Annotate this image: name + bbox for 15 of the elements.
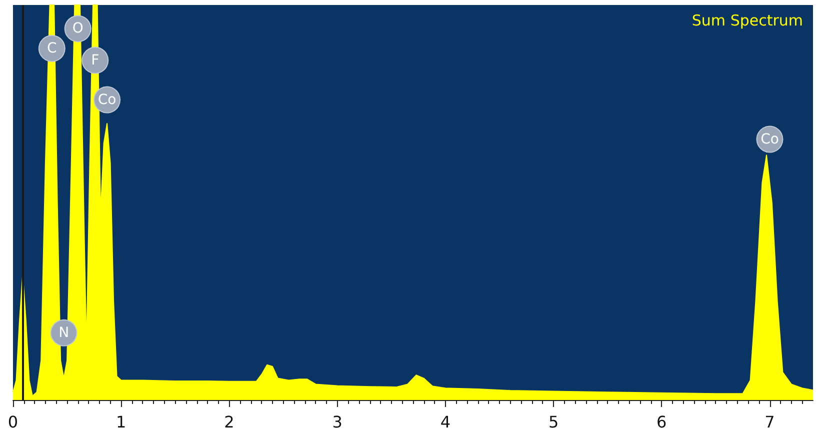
x-tick-label: 4 — [440, 412, 451, 432]
x-tick-label: 5 — [548, 412, 559, 432]
annotation: Co — [760, 131, 779, 148]
annotation: O — [72, 20, 84, 37]
text: Sum Spectrum — [692, 12, 803, 30]
x-tick-label: 6 — [656, 412, 667, 432]
x-tick-label: 3 — [332, 412, 342, 432]
x-tick-label: 2 — [224, 412, 234, 432]
x-tick-label: 1 — [116, 412, 126, 432]
x-tick-label: 7 — [764, 412, 775, 432]
x-tick-label: 0 — [8, 412, 18, 432]
annotation: N — [58, 324, 70, 341]
annotation: C — [47, 40, 58, 56]
annotation: F — [91, 52, 100, 68]
annotation: Co — [98, 92, 116, 108]
